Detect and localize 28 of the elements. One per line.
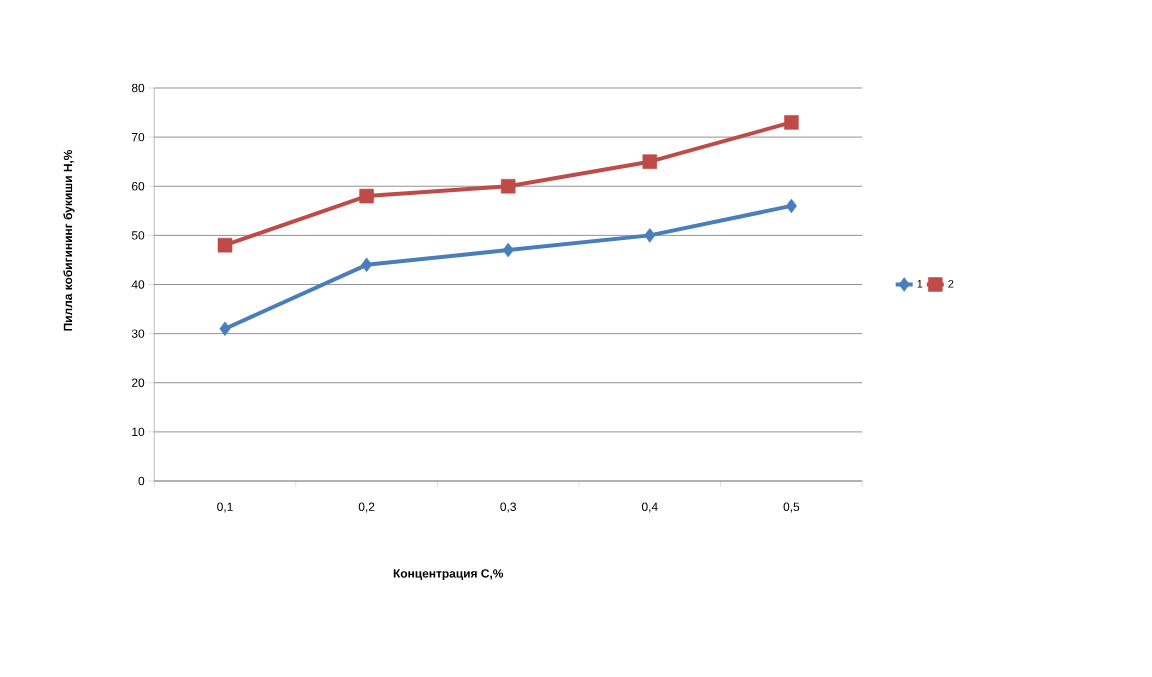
x-tick-label: 0,3 <box>500 502 516 513</box>
y-axis-title: Пилла кобигининг букиши H,% <box>63 149 75 331</box>
y-tick-label: 50 <box>131 231 145 240</box>
y-tick-label: 30 <box>131 329 145 338</box>
x-tick-label: 0,2 <box>358 502 375 513</box>
y-tick-label: 10 <box>132 427 145 437</box>
point <box>785 198 797 214</box>
y-tick-label: 20 <box>131 378 145 387</box>
point <box>219 321 231 336</box>
x-tick-label: 0,1 <box>217 502 233 513</box>
legend-label: 2 <box>948 279 954 288</box>
point <box>361 257 373 273</box>
point <box>217 237 233 253</box>
x-tick-label: 0,4 <box>641 502 658 513</box>
y-tick-label: 40 <box>131 280 145 289</box>
point <box>500 179 516 194</box>
y-tick-label: 80 <box>131 83 145 93</box>
y-tick-label: 60 <box>131 182 145 191</box>
x-tick-label: 0,5 <box>783 502 800 513</box>
y-tick-label: 0 <box>138 476 145 486</box>
point <box>359 188 374 204</box>
x-axis-title: Концентрация C,% <box>393 569 504 581</box>
point <box>784 115 799 130</box>
point <box>642 154 658 169</box>
legend-label: 1 <box>917 279 923 288</box>
point <box>502 242 514 258</box>
point <box>644 228 656 243</box>
y-tick-label: 70 <box>131 132 145 142</box>
